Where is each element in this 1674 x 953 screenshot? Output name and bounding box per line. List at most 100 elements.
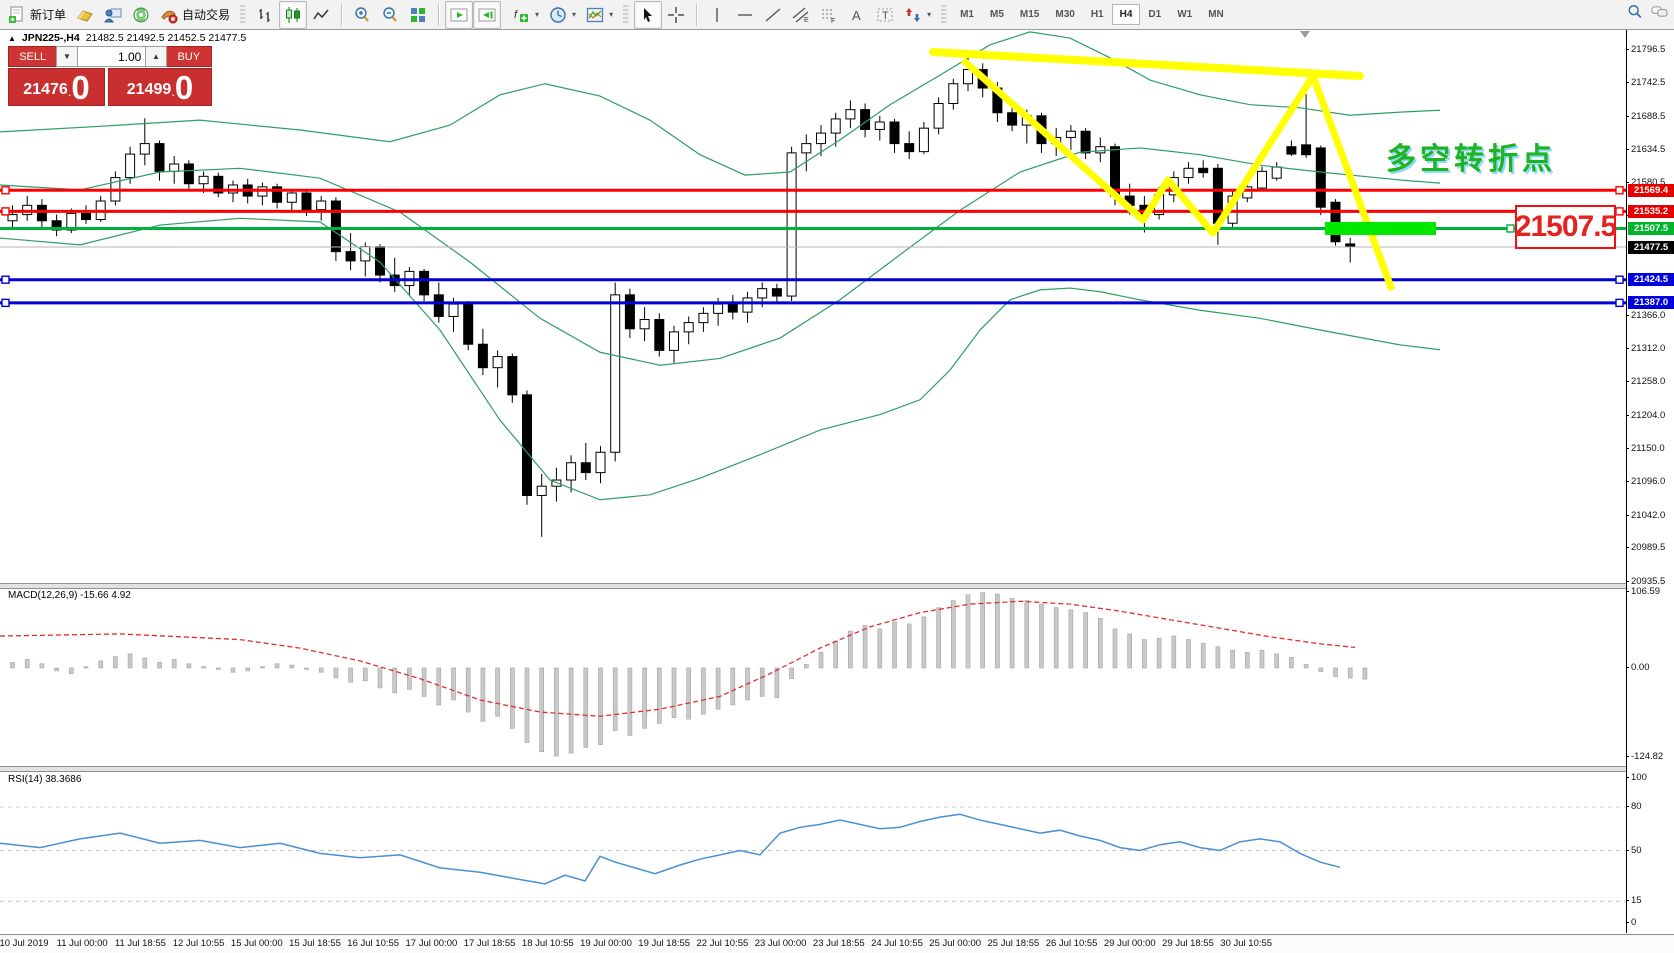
buy-button[interactable]: BUY bbox=[166, 46, 212, 67]
line-anchor[interactable] bbox=[1, 186, 10, 195]
date-label: 25 Jul 18:55 bbox=[987, 938, 1040, 949]
yellow-zigzag[interactable] bbox=[960, 57, 1396, 292]
timeframe-button-mn[interactable]: MN bbox=[1208, 9, 1224, 20]
line-anchor[interactable] bbox=[1506, 224, 1515, 233]
timeframe-button-m15[interactable]: M15 bbox=[1019, 9, 1040, 20]
highlight-band[interactable] bbox=[1325, 221, 1436, 235]
zoom-out-button[interactable] bbox=[376, 1, 404, 29]
date-label: 26 Jul 10:55 bbox=[1045, 938, 1098, 949]
zoom-in-button[interactable] bbox=[348, 1, 376, 29]
equidistant-channel-button[interactable]: E bbox=[787, 1, 815, 29]
horizontal-lines[interactable] bbox=[0, 186, 1626, 308]
line-anchor[interactable] bbox=[1, 275, 10, 284]
panel-separator[interactable] bbox=[0, 583, 1674, 589]
one-click-toggle-icon[interactable]: ▲ bbox=[8, 33, 16, 43]
line-anchor[interactable] bbox=[1615, 186, 1624, 195]
text-label-button[interactable]: T bbox=[871, 1, 899, 29]
profiles-icon bbox=[77, 9, 93, 22]
line-anchor[interactable] bbox=[1615, 275, 1624, 284]
price-axis[interactable]: 21796.521742.521688.521634.521580.521528… bbox=[1625, 30, 1674, 933]
indicators-dropdown-caret[interactable]: ▾ bbox=[535, 10, 540, 19]
price-badge-21387.0: 21387.0 bbox=[1628, 296, 1674, 310]
chart-shift-marker[interactable] bbox=[1300, 31, 1310, 38]
key-level-price-label[interactable]: 21507.5 bbox=[1515, 205, 1617, 249]
bar-chart-button[interactable] bbox=[251, 1, 279, 29]
toolbar-grip[interactable] bbox=[941, 4, 948, 25]
volume-decrease-button[interactable]: ▼ bbox=[56, 46, 78, 67]
equidistant-channel-icon: E bbox=[792, 7, 809, 24]
horizontal-line-button[interactable] bbox=[731, 1, 759, 29]
panel-separator[interactable] bbox=[0, 766, 1674, 772]
price-axis-tick: 21634.5 bbox=[1625, 144, 1666, 156]
timeframe-button-m5[interactable]: M5 bbox=[990, 9, 1004, 20]
toolbar-grip[interactable] bbox=[240, 4, 247, 25]
chart-shift-button[interactable] bbox=[473, 0, 502, 29]
chart-symbol-period: JPN225-,H4 bbox=[21, 32, 80, 44]
timeframe-button-m1[interactable]: M1 bbox=[960, 9, 974, 20]
toolbar-grip[interactable] bbox=[623, 4, 630, 25]
chart-title-row: ▲ JPN225-,H4 21482.5 21492.5 21452.5 214… bbox=[8, 32, 246, 44]
candlestick-chart-button[interactable] bbox=[279, 0, 308, 29]
svg-text:F: F bbox=[831, 18, 835, 24]
ask-price-display[interactable]: 21499. 0 bbox=[108, 68, 212, 106]
timeframe-button-h1[interactable]: H1 bbox=[1090, 9, 1104, 20]
autotrading-button[interactable]: 自动交易 bbox=[155, 1, 235, 29]
bollinger-lower-line bbox=[0, 217, 1441, 501]
sell-button[interactable]: SELL bbox=[8, 46, 57, 67]
line-anchor[interactable] bbox=[1, 207, 10, 216]
search-icon[interactable] bbox=[1627, 4, 1643, 20]
auto-scroll-button[interactable] bbox=[445, 0, 474, 29]
date-label: 17 Jul 00:00 bbox=[405, 938, 458, 949]
timeframe-button-w1[interactable]: W1 bbox=[1177, 9, 1193, 20]
yellow-trendline[interactable] bbox=[929, 48, 1364, 80]
yellow-drawings[interactable] bbox=[929, 48, 1396, 292]
chat-icon[interactable] bbox=[1651, 3, 1668, 20]
date-label: 11 Jul 18:55 bbox=[114, 938, 166, 949]
price-badge-21477.5: 21477.5 bbox=[1628, 240, 1674, 254]
text-icon: A bbox=[852, 8, 861, 23]
periods-dropdown-caret[interactable]: ▾ bbox=[572, 10, 577, 19]
crosshair-button[interactable] bbox=[662, 1, 690, 29]
timeframe-button-m30[interactable]: M30 bbox=[1055, 9, 1075, 20]
indicators-button[interactable]: f ▾ bbox=[507, 1, 544, 29]
timeframe-button-d1[interactable]: D1 bbox=[1148, 9, 1162, 20]
vertical-line-button[interactable] bbox=[703, 1, 731, 29]
text-button[interactable]: A bbox=[843, 1, 871, 29]
time-axis[interactable]: 10 Jul 2019 11 Jul 00:00 11 Jul 18:55 12 Ju… bbox=[0, 934, 1674, 953]
cursor-button[interactable] bbox=[634, 0, 663, 29]
macd-axis-tick: 106.59 bbox=[1625, 586, 1661, 598]
volume-increase-button[interactable]: ▲ bbox=[145, 46, 167, 67]
text-label-icon: T bbox=[877, 8, 893, 22]
fibonacci-button[interactable]: F bbox=[815, 1, 843, 29]
date-label: 16 Jul 10:55 bbox=[347, 938, 400, 949]
bid-price-display[interactable]: 21476. 0 bbox=[8, 68, 106, 106]
autotrading-label: 自动交易 bbox=[182, 8, 231, 22]
profiles-button[interactable] bbox=[71, 1, 99, 29]
strategy-tester-icon bbox=[104, 8, 122, 22]
line-anchor[interactable] bbox=[1615, 207, 1624, 216]
arrows-button[interactable]: ▾ bbox=[899, 1, 936, 29]
strategy-tester-button[interactable] bbox=[99, 1, 127, 29]
arrows-dropdown-caret[interactable]: ▾ bbox=[927, 10, 932, 19]
templates-button[interactable]: ▾ bbox=[581, 1, 618, 29]
templates-dropdown-caret[interactable]: ▾ bbox=[609, 10, 614, 19]
trendline-button[interactable] bbox=[759, 1, 787, 29]
date-label: 15 Jul 00:00 bbox=[230, 938, 283, 949]
rsi-axis-tick: 0 bbox=[1625, 917, 1637, 928]
chart-shift-icon bbox=[478, 8, 496, 21]
tile-windows-button[interactable] bbox=[404, 1, 432, 29]
signals-button[interactable] bbox=[127, 1, 155, 29]
price-axis-tick: 21742.5 bbox=[1625, 77, 1666, 89]
ask-price-dot: . bbox=[171, 84, 175, 99]
price-axis-tick: 20989.5 bbox=[1625, 542, 1666, 554]
new-order-button[interactable]: 新订单 bbox=[3, 1, 71, 29]
macd-histogram bbox=[10, 592, 1368, 757]
line-anchor[interactable] bbox=[1615, 298, 1624, 308]
line-anchor[interactable] bbox=[1, 298, 10, 308]
timeframe-button-h4[interactable]: H4 bbox=[1111, 4, 1141, 25]
bollinger-middle-line bbox=[0, 147, 1441, 366]
line-chart-button[interactable] bbox=[307, 1, 335, 29]
periods-button[interactable]: ▾ bbox=[544, 1, 581, 29]
volume-input[interactable]: 1.00 bbox=[77, 46, 146, 67]
